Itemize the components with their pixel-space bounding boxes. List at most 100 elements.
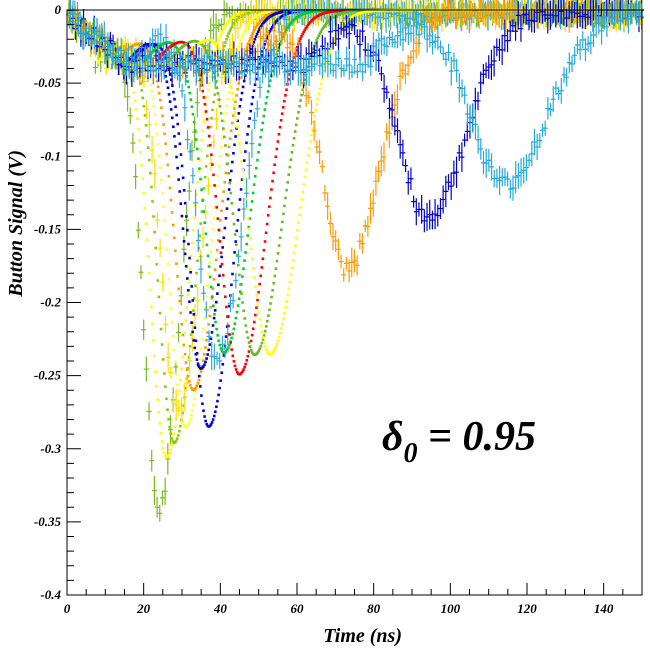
data-point: [174, 105, 177, 109]
data-point: [226, 20, 229, 24]
data-point: [199, 222, 203, 225]
data-point: [150, 185, 153, 189]
data-point: [165, 152, 169, 156]
data-point: [245, 141, 248, 145]
data-point: [218, 274, 221, 278]
data-point: [210, 69, 213, 73]
data-point: [209, 423, 213, 426]
data-point: [218, 343, 222, 347]
data-point: [182, 343, 186, 347]
data-point: [168, 73, 172, 76]
data-point: [201, 129, 205, 132]
data-point: [163, 219, 166, 222]
data-point: [233, 107, 236, 110]
data-point: [241, 33, 245, 37]
data-point: [190, 105, 194, 108]
data-point: [182, 423, 186, 427]
data-point: [170, 78, 173, 82]
data-point: [188, 91, 192, 95]
data-point: [173, 135, 176, 138]
data-point: [159, 46, 162, 50]
data-point: [142, 104, 146, 108]
data-point: [203, 111, 207, 115]
data-point: [161, 191, 164, 195]
data-point: [166, 262, 170, 266]
data-point: [247, 124, 250, 128]
data-point: [203, 221, 207, 224]
data-point: [140, 163, 143, 167]
data-point: [252, 89, 256, 93]
data-point: [217, 283, 220, 287]
data-point: [141, 96, 145, 100]
data-point: [191, 309, 195, 312]
data-point: [156, 85, 160, 89]
data-point: [235, 229, 239, 233]
data-point: [222, 354, 226, 357]
data-point: [137, 127, 140, 131]
data-point: [209, 337, 213, 341]
data-point: [216, 334, 219, 337]
data-point: [274, 56, 277, 60]
data-point: [252, 40, 256, 44]
data-point: [253, 38, 257, 41]
data-point: [168, 292, 172, 295]
data-point: [214, 49, 217, 53]
data-point: [202, 210, 206, 213]
data-point: [227, 188, 231, 191]
data-point: [250, 102, 254, 106]
data-point: [150, 57, 154, 61]
data-point: [217, 67, 221, 71]
data-point: [262, 114, 266, 118]
data-point: [227, 304, 231, 308]
data-point: [193, 129, 197, 132]
data-point: [190, 241, 194, 245]
data-point: [219, 379, 222, 382]
data-point: [177, 50, 181, 54]
data-point: [200, 394, 203, 397]
data-point: [184, 264, 188, 268]
data-point: [180, 214, 184, 218]
data-point: [232, 261, 235, 265]
data-point: [167, 454, 170, 457]
data-point: [176, 383, 179, 387]
data-point: [217, 393, 220, 397]
data-point: [244, 49, 248, 53]
data-point: [209, 305, 213, 309]
data-point: [157, 295, 161, 299]
data-point: [158, 166, 162, 169]
data-point: [134, 107, 138, 111]
data-point: [172, 236, 176, 240]
data-point: [155, 132, 159, 136]
data-point: [244, 26, 248, 30]
data-point: [160, 106, 163, 110]
data-point: [155, 384, 158, 388]
data-point: [189, 98, 193, 101]
data-point: [237, 208, 241, 212]
data-point: [157, 91, 161, 95]
data-point: [225, 325, 229, 328]
data-point: [133, 99, 137, 102]
data-point: [176, 399, 180, 402]
data-point: [201, 327, 205, 331]
data-point: [175, 46, 179, 50]
data-point: [203, 363, 206, 366]
data-point: [181, 355, 184, 359]
data-point: [155, 79, 159, 83]
data-point: [217, 339, 221, 342]
data-point: [230, 72, 234, 76]
data-point: [222, 236, 226, 240]
data-point: [226, 34, 229, 38]
data-point: [153, 230, 156, 234]
data-point: [175, 262, 178, 265]
data-point: [166, 455, 169, 459]
data-point: [206, 88, 210, 92]
data-point: [163, 132, 166, 136]
data-point: [228, 343, 231, 347]
data-point: [175, 437, 179, 441]
data-point: [194, 386, 198, 390]
data-point: [194, 138, 198, 141]
data-point: [183, 201, 187, 205]
data-point: [198, 357, 202, 361]
data-point: [175, 408, 179, 412]
data-point: [215, 184, 219, 188]
